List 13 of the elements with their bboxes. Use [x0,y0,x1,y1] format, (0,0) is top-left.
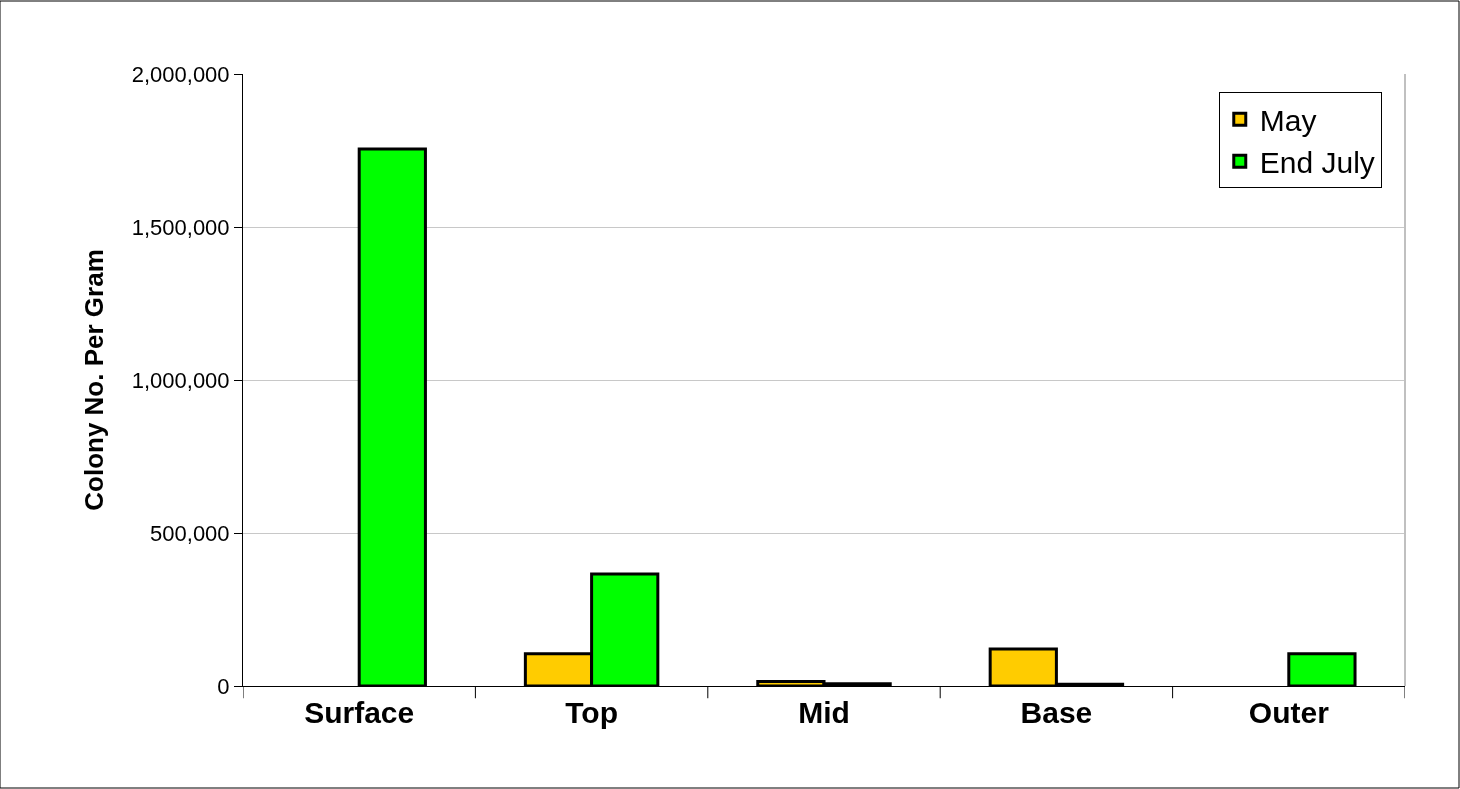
y-tick-label: 1,500,000 [131,214,230,240]
legend-label: End July [1259,146,1375,180]
y-tick-label: 500,000 [150,520,230,546]
x-tick-label: Surface [304,696,415,729]
x-tick-label: Base [1020,696,1093,729]
y-tick-label: 1,000,000 [131,367,230,393]
legend-label: May [1259,104,1317,138]
y-tick-label: 2,000,000 [131,61,230,87]
y-axis-title: Colony No. Per Gram [79,249,110,511]
y-tick-label: 0 [217,673,230,699]
x-tick-label: Outer [1248,696,1330,729]
x-tick-label: Top [565,696,618,729]
x-tick-label: Mid [798,696,850,729]
